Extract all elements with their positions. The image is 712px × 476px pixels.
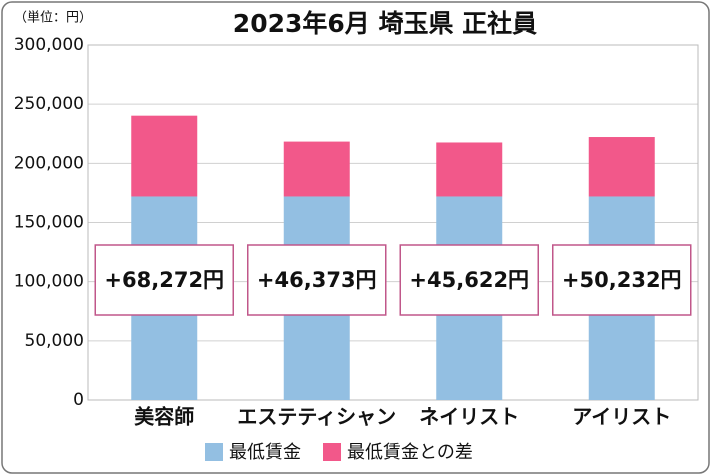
legend-swatch [323, 443, 341, 461]
legend-swatch [205, 443, 223, 461]
legend-label: 最低賃金 [229, 442, 301, 463]
value-label: +45,622円 [409, 268, 529, 292]
x-tick-label: アイリスト [572, 405, 671, 429]
chart-title: 2023年6月 埼玉県 正社員 [233, 9, 537, 38]
bar-segment [436, 142, 503, 197]
bar-segment [283, 141, 350, 197]
value-label-box [399, 244, 539, 316]
value-label: +46,373円 [257, 268, 377, 292]
y-tick-label: 250,000 [14, 94, 84, 114]
value-label-box [552, 244, 692, 316]
x-tick-label: ネイリスト [419, 405, 519, 429]
value-label: +50,232円 [562, 268, 682, 292]
y-tick-label: 0 [73, 390, 84, 410]
bar-segment [131, 115, 198, 197]
y-tick-label: 150,000 [14, 213, 84, 233]
legend-label: 最低賃金との差 [347, 442, 473, 463]
value-label-box [94, 244, 234, 316]
x-tick-label: 美容師 [134, 405, 194, 429]
value-label: +68,272円 [104, 268, 224, 292]
y-tick-label: 50,000 [25, 331, 84, 351]
bar-segment [588, 137, 655, 197]
value-label-box [247, 244, 387, 316]
unit-label: （単位：円） [14, 10, 92, 26]
y-tick-label: 100,000 [14, 272, 84, 292]
x-tick-label: エステティシャン [237, 405, 396, 429]
y-tick-label: 200,000 [14, 153, 84, 173]
plot-border [87, 44, 699, 401]
y-tick-label: 300,000 [14, 35, 84, 55]
